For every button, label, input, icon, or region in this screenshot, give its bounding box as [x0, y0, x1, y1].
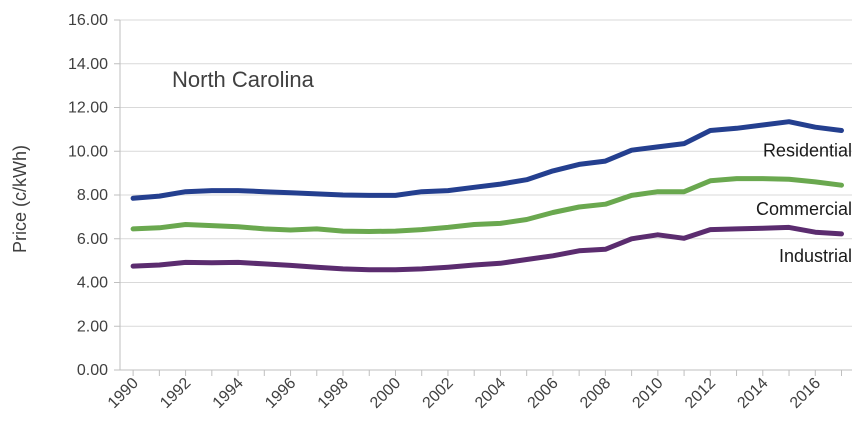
x-tick-label: 1990: [105, 375, 142, 412]
y-tick-label: 2.00: [77, 318, 108, 335]
chart-annotation: North Carolina: [172, 67, 315, 92]
x-tick-label: 1992: [157, 375, 194, 412]
y-tick-label: 10.00: [68, 143, 108, 160]
series-line-industrial: [130, 224, 844, 273]
y-axis-title: Price (c/kWh): [10, 145, 30, 253]
series-label-commercial: Commercial: [756, 199, 852, 219]
x-tick-label: 2012: [682, 375, 719, 412]
series-line-residential: [130, 119, 844, 201]
x-tick-label: 1996: [262, 375, 299, 412]
x-tick-label: 2016: [787, 375, 824, 412]
chart-annotation-background: [160, 65, 372, 94]
x-tick-label: 2008: [577, 375, 614, 412]
x-tick-label: 2014: [734, 375, 771, 412]
y-tick-label: 6.00: [77, 231, 108, 248]
x-tick-label: 2010: [629, 375, 666, 412]
x-tick-label: 1998: [315, 375, 352, 412]
x-tick-label: 2004: [472, 375, 509, 412]
x-tick-label: 2002: [420, 375, 457, 412]
x-tick-label: 2006: [525, 375, 562, 412]
series-label-industrial: Industrial: [779, 246, 852, 266]
y-tick-label: 8.00: [77, 187, 108, 204]
y-tick-label: 14.00: [68, 56, 108, 73]
gridlines: [120, 19, 852, 371]
y-tick-label: 16.00: [68, 12, 108, 29]
y-axis: 0.00 2.00 4.00 6.00 8.00 10.00 12.00 14.00 16.00: [68, 12, 121, 379]
x-axis: 1990 1992 1994 1996 1998 2000 2002 2004 2006 2008…: [105, 369, 852, 412]
series-lines: [130, 119, 844, 273]
x-tick-label: 2000: [367, 375, 404, 412]
series-line-commercial: [130, 176, 844, 234]
y-tick-label: 12.00: [68, 100, 108, 117]
series-labels: Residential Commercial Industrial: [756, 140, 852, 265]
x-tick-label: 1994: [210, 375, 247, 412]
y-tick-label: 0.00: [77, 362, 108, 379]
series-label-residential: Residential: [763, 140, 852, 160]
y-tick-label: 4.00: [77, 275, 108, 292]
